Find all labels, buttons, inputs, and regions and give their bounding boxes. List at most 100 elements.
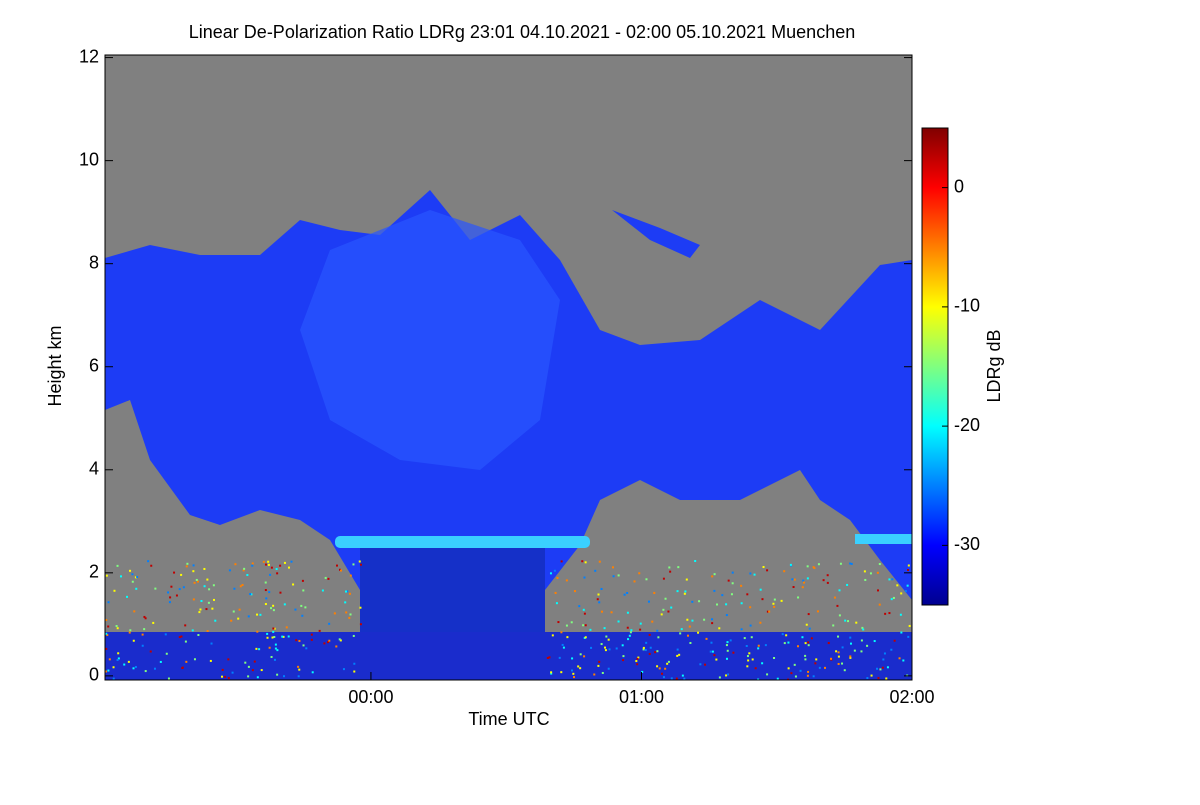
speckle-dot <box>684 590 687 593</box>
speckle-dot <box>698 600 701 603</box>
speckle-dot <box>282 675 285 678</box>
speckle-dot <box>282 635 285 638</box>
speckle-dot <box>116 659 119 662</box>
speckle-dot <box>853 649 856 652</box>
speckle-dot <box>276 649 279 652</box>
speckle-dot <box>251 669 254 672</box>
speckle-dot <box>583 655 586 658</box>
speckle-dot <box>731 582 734 585</box>
speckle-dot <box>725 603 728 606</box>
speckle-dot <box>565 624 568 627</box>
speckle-dot <box>295 639 298 642</box>
speckle-dot <box>892 596 895 599</box>
speckle-dot <box>562 646 565 649</box>
speckle-dot <box>799 669 802 672</box>
speckle-dot <box>231 671 234 674</box>
speckle-dot <box>776 677 779 680</box>
speckle-dot <box>561 643 564 646</box>
speckle-dot <box>601 671 604 674</box>
speckle-dot <box>272 609 275 612</box>
speckle-dot <box>804 654 807 657</box>
speckle-dot <box>841 646 844 649</box>
speckle-dot <box>791 578 794 581</box>
speckle-dot <box>731 571 734 574</box>
speckle-dot <box>239 585 242 588</box>
speckle-dot <box>327 641 330 644</box>
speckle-dot <box>729 639 732 642</box>
speckle-dot <box>590 646 593 649</box>
speckle-dot <box>812 566 815 569</box>
speckle-dot <box>883 652 886 655</box>
speckle-dot <box>642 648 645 651</box>
speckle-dot <box>273 658 276 661</box>
speckle-dot <box>677 566 680 569</box>
speckle-dot <box>597 664 600 667</box>
speckle-dot <box>669 570 672 573</box>
speckle-dot <box>359 563 362 566</box>
speckle-dot <box>866 677 869 680</box>
speckle-dot <box>787 641 790 644</box>
speckle-dot <box>608 648 611 651</box>
speckle-dot <box>740 628 743 631</box>
speckle-dot <box>715 658 718 661</box>
speckle-dot <box>192 570 195 573</box>
speckle-dot <box>666 662 669 665</box>
speckle-dot <box>621 644 624 647</box>
speckle-dot <box>662 577 665 580</box>
speckle-dot <box>550 672 553 675</box>
colorbar-tick-label: -10 <box>954 296 980 316</box>
speckle-dot <box>635 660 638 663</box>
speckle-dot <box>273 627 276 630</box>
speckle-dot <box>750 636 753 639</box>
speckle-dot <box>283 603 286 606</box>
speckle-dot <box>105 670 108 673</box>
speckle-dot <box>766 610 769 613</box>
speckle-dot <box>683 677 686 680</box>
speckle-dot <box>352 634 355 637</box>
speckle-dot <box>311 671 314 674</box>
speckle-dot <box>566 636 569 639</box>
speckle-dot <box>300 604 303 607</box>
speckle-dot <box>270 566 273 569</box>
speckle-dot <box>762 566 765 569</box>
speckle-dot <box>740 584 743 587</box>
speckle-dot <box>234 563 237 566</box>
speckle-dot <box>169 596 172 599</box>
speckle-dot <box>664 597 667 600</box>
speckle-dot <box>711 622 714 625</box>
speckle-dot <box>862 628 865 631</box>
speckle-dot <box>144 617 147 620</box>
speckle-dot <box>850 562 853 565</box>
speckle-dot <box>638 572 641 575</box>
speckle-dot <box>605 635 608 638</box>
boundary-layer <box>105 632 912 680</box>
speckle-dot <box>838 614 841 617</box>
speckle-dot <box>107 669 110 672</box>
speckle-dot <box>656 629 659 632</box>
speckle-dot <box>178 636 181 639</box>
cloud-tail <box>612 210 700 258</box>
speckle-dot <box>781 633 784 636</box>
speckle-dot <box>860 639 863 642</box>
cloud-core <box>300 210 560 470</box>
speckle-dot <box>607 638 610 641</box>
speckle-dot <box>896 584 899 587</box>
speckle-dot <box>801 636 804 639</box>
speckle-dot <box>279 564 282 567</box>
speckle-dot <box>557 621 560 624</box>
y-tick-label: 4 <box>89 459 99 479</box>
speckle-dot <box>713 573 716 576</box>
y-tick-label: 2 <box>89 562 99 582</box>
speckle-dot <box>835 650 838 653</box>
speckle-dot <box>221 675 224 678</box>
speckle-dot <box>676 648 679 651</box>
speckle-dot <box>353 662 356 665</box>
speckle-dot <box>298 639 301 642</box>
speckle-dot <box>615 647 618 650</box>
speckle-dot <box>359 606 362 609</box>
speckle-dot <box>290 560 293 563</box>
speckle-dot <box>860 650 863 653</box>
speckle-dot <box>192 564 195 567</box>
speckle-dot <box>297 675 300 678</box>
